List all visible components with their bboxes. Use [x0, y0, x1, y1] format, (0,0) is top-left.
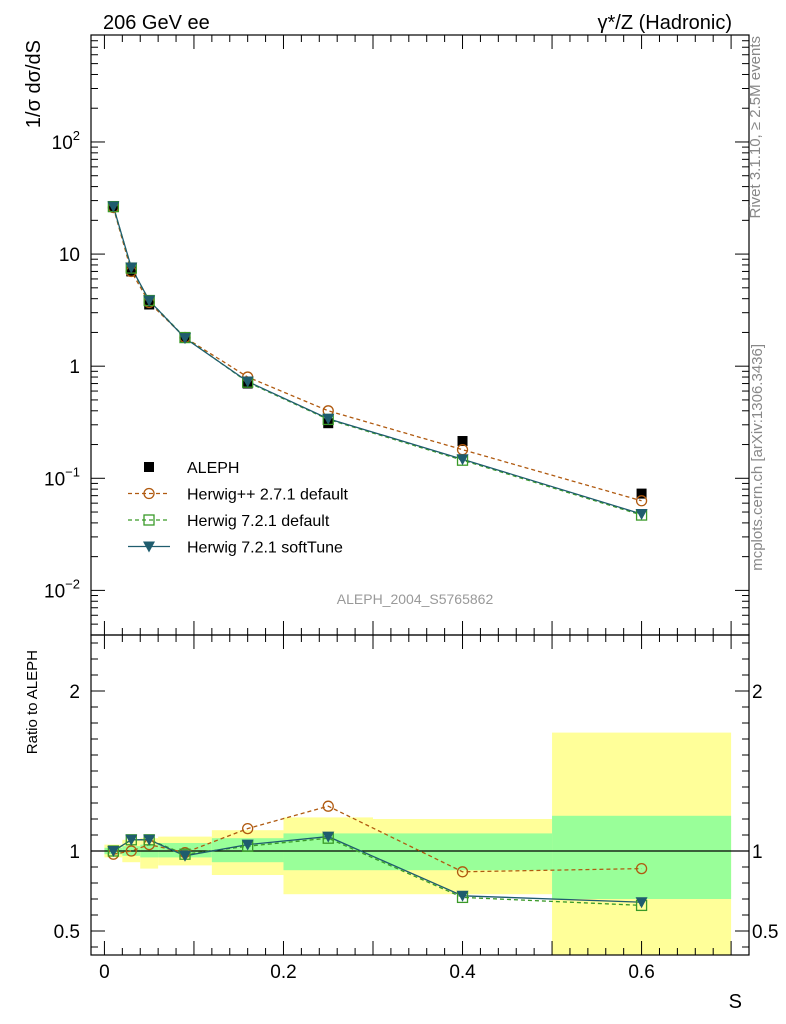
legend: ALEPH Herwig++ 2.7.1 default Herwig 7.2.1 …	[128, 460, 349, 557]
main-y-tick-label-4: 102	[52, 128, 80, 154]
legend-label-herwigpp: Herwig++ 2.7.1 default	[187, 487, 349, 504]
ratio-point-herwigpp-6	[456, 866, 469, 878]
main-line-herwigpp	[112, 207, 642, 502]
ratio-point-softtune-6	[456, 890, 469, 902]
legend-marker-data	[144, 462, 154, 472]
ratio-y-tick-label-left-2: 2	[69, 682, 80, 703]
main-point-softtune-7	[635, 509, 648, 521]
ratio-point-softtune-3	[179, 850, 191, 862]
ratio-line-herwigpp	[113, 805, 642, 873]
legend-marker-herwigpp	[143, 487, 155, 500]
ratio-y-tick-label-left-0: 0.5	[54, 922, 80, 943]
ratio-point-herwigpp-1	[125, 845, 137, 857]
main-point-softtune-3	[179, 333, 191, 345]
main-point-herwigpp-6	[456, 444, 469, 456]
main-point-softtune-4	[241, 376, 254, 388]
legend-label-data: ALEPH	[187, 460, 239, 477]
mcplots-credit-label: mcplots.cern.ch [arXiv:1306.3436]	[749, 344, 766, 571]
main-point-softtune-2	[143, 295, 156, 307]
ratio-point-herwigpp-7	[635, 862, 648, 875]
x-tick-label-3: 0.6	[628, 962, 654, 983]
legend-label-softtune: Herwig 7.2.1 softTune	[187, 540, 343, 557]
main-y-tick-label-2: 1	[69, 357, 80, 378]
ratio-y-tick-label-right-0: 0.5	[752, 922, 778, 943]
ratio-panel-frame	[90, 634, 750, 956]
ratio-point-softtune-1	[125, 834, 138, 846]
main-point-data-7	[636, 488, 647, 499]
ratio-error-bands	[91, 732, 749, 955]
ratio-point-softtune-0	[107, 846, 120, 857]
ratio-y-axis-label: Ratio to ALEPH	[24, 650, 41, 754]
rivet-version-label: Rivet 3.1.10, ≥ 2.5M events	[747, 36, 764, 219]
main-series-layer	[107, 200, 648, 521]
main-y-tick-label-3: 10	[59, 245, 80, 266]
main-y-tick-label-1: 10−1	[44, 464, 80, 490]
ratio-y-tick-label-left-1: 1	[69, 842, 80, 863]
main-point-softtune-5	[322, 413, 335, 425]
header-left-label: 206 GeV ee	[103, 12, 210, 34]
ratio-axis-ticks: 0.5 0.5 1 1 2 2 0 0.2 0.4 0.6	[54, 635, 778, 983]
legend-marker-softtune	[143, 541, 155, 553]
main-point-data-6	[457, 436, 468, 447]
x-tick-label-1: 0.2	[270, 962, 296, 983]
legend-marker-herwig721	[143, 514, 155, 526]
main-point-softtune-6	[456, 454, 469, 466]
ratio-band-inner-7	[552, 815, 732, 899]
main-point-softtune-0	[107, 201, 120, 213]
ratio-y-tick-label-right-1: 1	[752, 842, 763, 863]
main-axis-ticks: 10−2 10−1 1 10 102	[44, 34, 749, 636]
x-tick-label-2: 0.4	[449, 962, 476, 983]
main-point-softtune-1	[125, 262, 138, 274]
analysis-label: ALEPH_2004_S5765862	[337, 591, 494, 607]
ratio-point-herwigpp-5	[322, 800, 334, 812]
main-y-axis-label: 1/σ dσ/dS	[23, 40, 45, 128]
ratio-band-inner-6	[373, 833, 553, 871]
ratio-point-softtune-2	[143, 834, 156, 846]
header-right-label: γ*/Z (Hadronic)	[598, 12, 732, 34]
main-point-herwigpp-7	[635, 495, 648, 507]
main-y-tick-label-0: 10−2	[44, 576, 80, 602]
x-axis-label: S	[729, 991, 742, 1013]
ratio-series-layer	[107, 800, 648, 912]
ratio-y-tick-label-right-2: 2	[752, 682, 763, 703]
legend-label-herwig721: Herwig 7.2.1 default	[187, 513, 330, 530]
ratio-point-softtune-7	[635, 897, 648, 909]
ratio-point-softtune-4	[241, 839, 254, 851]
x-tick-label-0: 0	[99, 962, 110, 983]
ratio-point-herwigpp-4	[242, 822, 254, 835]
ratio-point-softtune-5	[322, 831, 335, 843]
